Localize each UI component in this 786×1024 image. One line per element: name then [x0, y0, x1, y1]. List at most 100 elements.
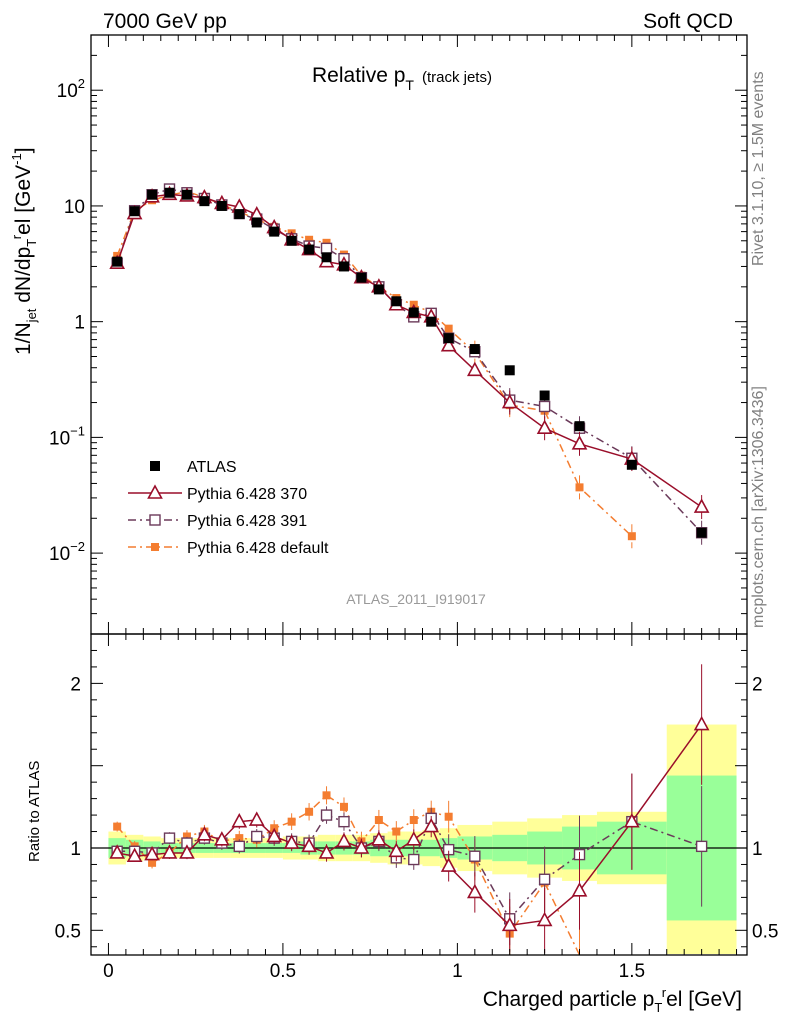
data-point: [501, 393, 518, 409]
ratio-y-tick-label-right: 0.5: [752, 921, 778, 942]
main-ylabel: 1/Njet dN/dpTrel [GeV-1]: [9, 147, 39, 355]
data-point: [440, 337, 457, 352]
ratio-point: [466, 883, 483, 899]
data-point: [571, 435, 588, 450]
ratio-point: [320, 809, 333, 821]
ratio-point: [301, 837, 317, 853]
y-tick-label: 10−2: [49, 539, 85, 565]
ratio-point: [353, 839, 370, 854]
legend-label: ATLAS: [187, 459, 237, 476]
ratio-point: [536, 911, 553, 927]
legend-marker: [147, 484, 163, 499]
ratio-point: [231, 812, 248, 828]
data-point: [373, 284, 384, 295]
ratio-point: [624, 812, 640, 828]
data-point: [251, 217, 262, 228]
data-point: [443, 333, 454, 344]
ratio-series-pythia-6-428-370: [109, 664, 710, 954]
legend-label: Pythia 6.428 default: [187, 540, 329, 557]
ratio-point: [408, 853, 420, 866]
data-point: [466, 361, 483, 377]
ratio-point: [322, 791, 331, 800]
ratio-point: [305, 807, 314, 816]
data-point: [696, 527, 707, 538]
ratio-point: [126, 847, 143, 863]
ratio-point: [440, 857, 457, 872]
data-point: [199, 196, 210, 207]
ratio-plot-layer: [109, 664, 710, 956]
analysis-watermark: ATLAS_2011_I919017: [346, 591, 486, 607]
data-point: [469, 344, 480, 355]
y-tick-label: 10: [64, 197, 85, 218]
data-point: [539, 390, 550, 401]
data-point: [574, 421, 585, 432]
data-point: [181, 189, 192, 200]
ratio-point: [469, 850, 481, 862]
ratio-point: [392, 827, 401, 836]
ratio-point: [695, 840, 708, 853]
x-tick-label: 1: [452, 961, 463, 982]
ratio-point: [405, 831, 422, 846]
legend-entry: Pythia 6.428 default: [128, 540, 329, 557]
data-point: [391, 296, 402, 307]
series-line: [116, 188, 703, 534]
data-point: [305, 235, 314, 244]
data-point: [286, 235, 297, 246]
ratio-point: [423, 817, 440, 833]
main-plot-layer: [109, 183, 710, 549]
ratio-point: [214, 831, 230, 846]
data-point: [504, 365, 515, 376]
ratio-point: [182, 832, 191, 841]
ratio-point: [374, 816, 383, 825]
ratio-point: [339, 802, 348, 811]
data-point: [408, 307, 419, 318]
legend-entry: Pythia 6.428 370: [128, 484, 307, 503]
x-tick-label: 1.5: [619, 961, 645, 982]
legend: ATLAS Pythia 6.428 370 Pythia 6.428 391 Pyt…: [128, 459, 329, 557]
main-title-note: (track jets): [422, 69, 492, 86]
data-point: [627, 532, 636, 541]
data-point: [112, 256, 123, 267]
ratio-point: [388, 842, 405, 858]
legend-marker: [151, 543, 159, 551]
ratio-point: [409, 816, 418, 825]
ratio-point: [318, 844, 335, 859]
ratio-ylabel: Ratio to ATLAS: [26, 761, 43, 862]
main-title: Relative pT (track jets): [312, 64, 492, 93]
axes: 10−2 10−1 1 10 102 0 0.5 1 1.5 0.5 0.5 1 1 2 2: [49, 34, 778, 982]
series-line: [116, 190, 633, 537]
data-point: [164, 187, 175, 198]
ratio-y-tick-label: 2: [70, 674, 81, 695]
data-point: [321, 252, 332, 263]
data-point: [147, 189, 158, 200]
legend-marker: [149, 514, 161, 526]
data-point: [338, 261, 349, 272]
data-point: [538, 400, 551, 413]
ratio-point: [248, 811, 265, 826]
legend-label: Pythia 6.428 370: [187, 486, 307, 503]
ratio-point: [179, 844, 195, 859]
y-tick-label: 102: [57, 76, 85, 102]
data-point: [536, 419, 553, 435]
x-tick-label: 0.5: [270, 961, 296, 982]
ratio-point: [113, 822, 122, 831]
ratio-point: [538, 873, 551, 885]
header-left-label: 7000 GeV pp: [103, 10, 227, 33]
data-point: [304, 244, 315, 255]
data-point: [626, 459, 637, 470]
ratio-point: [233, 840, 245, 853]
ratio-point: [163, 832, 176, 844]
ratio-point: [283, 834, 300, 849]
y-tick-label: 10−1: [49, 423, 85, 449]
ratio-point: [287, 817, 296, 826]
ratio-point: [371, 831, 387, 846]
data-point: [693, 498, 710, 513]
ratio-point: [196, 826, 213, 841]
x-tick-label: 0: [103, 961, 114, 982]
main-title-text: Relative p: [312, 64, 405, 87]
legend-marker: [150, 461, 160, 471]
mcplots-label: mcplots.cern.ch [arXiv:1306.3436]: [750, 386, 767, 628]
data-point: [575, 483, 584, 492]
ratio-point: [251, 830, 263, 843]
